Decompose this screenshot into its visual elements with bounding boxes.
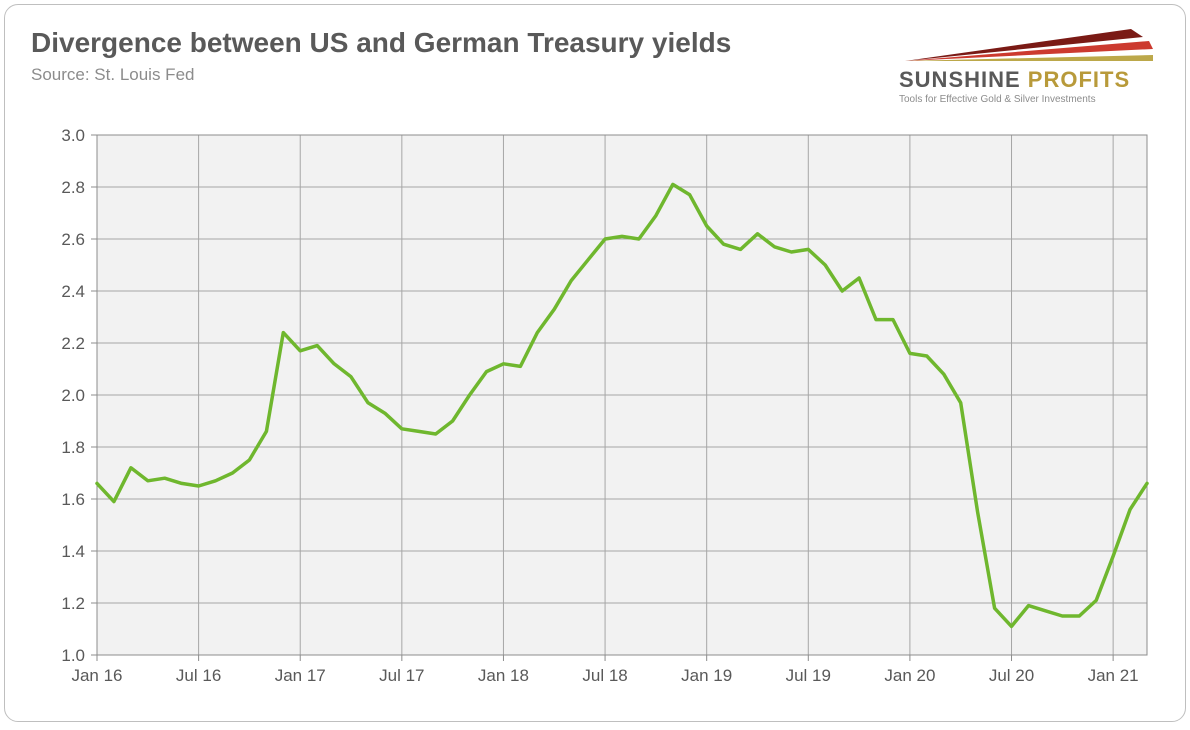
- svg-text:1.4: 1.4: [61, 542, 85, 561]
- svg-text:2.6: 2.6: [61, 230, 85, 249]
- svg-text:Jul 19: Jul 19: [786, 666, 831, 685]
- svg-text:Jan 18: Jan 18: [478, 666, 529, 685]
- svg-text:1.0: 1.0: [61, 646, 85, 665]
- svg-text:Jan 19: Jan 19: [681, 666, 732, 685]
- svg-text:Jul 18: Jul 18: [582, 666, 627, 685]
- brand-logo: SUNSHINE PROFITS Tools for Effective Gol…: [899, 27, 1159, 105]
- svg-text:Jul 20: Jul 20: [989, 666, 1034, 685]
- svg-text:1.6: 1.6: [61, 490, 85, 509]
- svg-text:1.8: 1.8: [61, 438, 85, 457]
- svg-text:2.4: 2.4: [61, 282, 85, 301]
- brand-name-accent: PROFITS: [1021, 67, 1130, 92]
- svg-text:Jan 16: Jan 16: [71, 666, 122, 685]
- chart-title: Divergence between US and German Treasur…: [31, 27, 899, 59]
- brand-name-main: SUNSHINE: [899, 67, 1021, 92]
- title-block: Divergence between US and German Treasur…: [31, 27, 899, 85]
- svg-text:Jul 17: Jul 17: [379, 666, 424, 685]
- svg-text:Jan 20: Jan 20: [884, 666, 935, 685]
- svg-text:2.0: 2.0: [61, 386, 85, 405]
- chart-plot: 1.0 1.2 1.4 1.6 1.8 2.0 2.2 2.4 2.6 2.8 3.0 Jan 16 J…: [49, 125, 1159, 695]
- header-row: Divergence between US and German Treasur…: [31, 27, 1159, 105]
- svg-text:Jan 17: Jan 17: [275, 666, 326, 685]
- svg-text:3.0: 3.0: [61, 126, 85, 145]
- svg-text:1.2: 1.2: [61, 594, 85, 613]
- svg-text:2.8: 2.8: [61, 178, 85, 197]
- chart-source: Source: St. Louis Fed: [31, 65, 899, 85]
- chart-card: Divergence between US and German Treasur…: [4, 4, 1186, 722]
- brand-tagline: Tools for Effective Gold & Silver Invest…: [899, 94, 1159, 105]
- svg-text:Jan 21: Jan 21: [1088, 666, 1139, 685]
- svg-text:Jul 16: Jul 16: [176, 666, 221, 685]
- sun-rays-icon: [899, 27, 1159, 65]
- svg-text:2.2: 2.2: [61, 334, 85, 353]
- brand-name: SUNSHINE PROFITS: [899, 67, 1159, 93]
